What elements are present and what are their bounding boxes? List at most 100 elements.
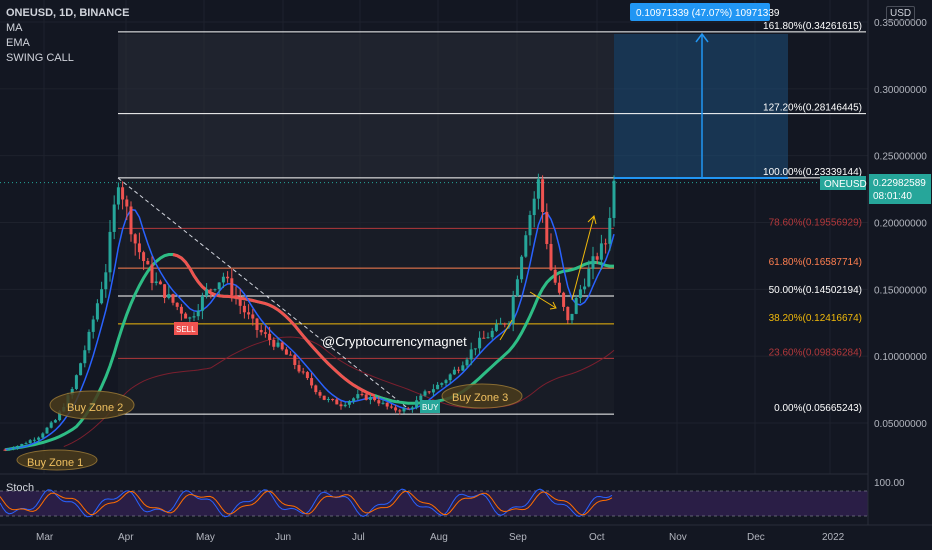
candle-body xyxy=(83,350,87,364)
candle-body xyxy=(74,375,78,389)
candle-body xyxy=(541,179,545,212)
symbol-tag xyxy=(820,176,866,190)
candle-body xyxy=(310,378,314,386)
fib-label: 100.00%(0.23339144) xyxy=(763,167,862,178)
indicator-ma[interactable]: MA xyxy=(6,22,23,34)
fib-label: 0.00%(0.05665243) xyxy=(774,403,862,414)
price-axis[interactable]: 0.35000000 0.30000000 0.25000000 0.20000000… xyxy=(874,18,927,430)
candle-body xyxy=(511,295,515,324)
candle-body xyxy=(112,204,116,232)
candle-body xyxy=(53,420,57,423)
candle-body xyxy=(121,187,125,200)
x-tick-label: Oct xyxy=(589,532,605,543)
candle-body xyxy=(570,313,574,321)
candle-body xyxy=(427,391,431,393)
x-tick-label: May xyxy=(196,532,215,543)
candle-body xyxy=(37,437,41,440)
candle-body xyxy=(339,404,343,407)
y-tick-label: 0.10000000 xyxy=(874,352,927,363)
x-tick-label: Sep xyxy=(509,532,527,543)
candle-body xyxy=(490,330,494,338)
candle-body xyxy=(536,179,540,199)
candle-body xyxy=(293,355,297,366)
candle-body xyxy=(196,310,200,317)
candle-body xyxy=(188,317,192,319)
sell-tag xyxy=(174,322,198,335)
currency-button[interactable]: USD xyxy=(886,6,916,21)
candle-body xyxy=(79,363,83,376)
candle-body xyxy=(280,342,284,350)
long-position-zone xyxy=(614,34,788,178)
candle-body xyxy=(221,276,225,283)
fib-label: 50.00%(0.14502194) xyxy=(769,285,862,296)
candle-body xyxy=(301,371,305,373)
candle-body xyxy=(360,394,364,396)
candle-body xyxy=(335,399,339,405)
candle-body xyxy=(58,411,62,421)
candle-body xyxy=(461,365,465,371)
candle-body xyxy=(16,445,20,449)
candle-body xyxy=(87,331,91,351)
candle-body xyxy=(167,294,171,299)
candle-body xyxy=(524,235,528,257)
symbol-title[interactable]: ONEUSD, 1D, BINANCE xyxy=(6,7,130,19)
arrow-up-icon xyxy=(571,215,595,301)
candle-body xyxy=(230,278,234,296)
candle-body xyxy=(322,395,326,400)
indicator-swing-call[interactable]: SWING CALL xyxy=(6,52,74,64)
candle-body xyxy=(234,295,238,299)
candle-body xyxy=(520,256,524,280)
candle-body xyxy=(499,323,503,325)
x-tick-label: Jul xyxy=(352,532,365,543)
candle-body xyxy=(352,398,356,402)
watermark-text: @Cryptocurrencymagnet xyxy=(322,334,467,349)
x-tick-label: Aug xyxy=(430,532,448,543)
y-tick-label: 0.30000000 xyxy=(874,85,927,96)
price-tag-countdown: 08:01:40 xyxy=(873,191,912,202)
candle-body xyxy=(163,284,167,299)
candle-body xyxy=(259,330,263,333)
candle-body xyxy=(200,295,204,311)
candle-body xyxy=(263,332,267,334)
candle-body xyxy=(28,440,32,444)
time-axis[interactable]: Mar Apr May Jun Jul Aug Sep Oct Nov Dec 2022 xyxy=(36,532,845,543)
stoch-band xyxy=(0,491,868,516)
candle-body xyxy=(457,369,461,371)
stoch-label[interactable]: Stoch xyxy=(6,482,35,494)
fib-label: 61.80%(0.16587714) xyxy=(769,257,862,268)
y-tick-label: 0.15000000 xyxy=(874,285,927,296)
candle-body xyxy=(184,313,188,319)
candle-body xyxy=(289,354,293,356)
candle-body xyxy=(213,289,217,291)
x-tick-label: Nov xyxy=(669,532,687,543)
fib-label: 38.20%(0.12416674) xyxy=(769,313,862,324)
candle-body xyxy=(578,289,582,298)
candle-body xyxy=(268,333,272,340)
candle-body xyxy=(175,302,179,307)
candle-body xyxy=(406,408,410,410)
candle-body xyxy=(431,389,435,393)
candle-body xyxy=(415,400,419,408)
candle-body xyxy=(515,279,519,296)
candle-body xyxy=(356,394,360,399)
candle-body xyxy=(20,443,24,446)
candle-body xyxy=(587,268,591,287)
chart-legend: ONEUSD, 1D, BINANCE MA EMA SWING CALL xyxy=(6,6,129,66)
candle-body xyxy=(486,337,490,339)
x-tick-label: Dec xyxy=(747,532,765,543)
candle-body xyxy=(318,392,322,396)
candle-body xyxy=(591,256,595,269)
candle-body xyxy=(482,337,486,339)
candle-body xyxy=(247,312,251,315)
arrow-small-icon xyxy=(499,319,513,341)
candle-body xyxy=(595,256,599,260)
price-tag xyxy=(869,174,931,204)
candle-body xyxy=(562,292,566,307)
sell-tag-label: SELL xyxy=(176,325,196,334)
indicator-ema[interactable]: EMA xyxy=(6,37,30,49)
fib-upper-zone xyxy=(118,34,614,178)
candle-body xyxy=(368,397,372,400)
buy-zone-1-ellipse xyxy=(16,449,98,471)
candle-body xyxy=(125,199,129,207)
